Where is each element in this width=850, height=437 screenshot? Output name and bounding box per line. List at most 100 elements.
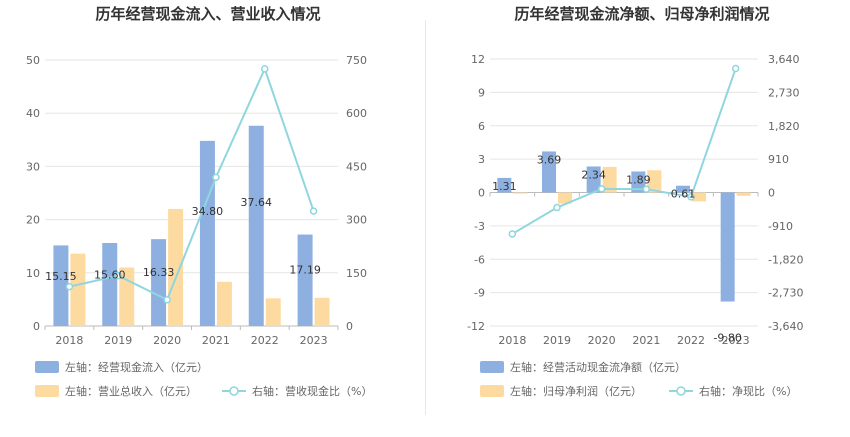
ratio-point bbox=[65, 282, 74, 291]
bar-blue bbox=[102, 243, 118, 326]
bar-data-label: 3.69 bbox=[537, 153, 562, 166]
legend-label: 左轴：经营现金流入（亿元） bbox=[65, 360, 208, 374]
legend-item[interactable]: 左轴：经营活动现金流净额（亿元） bbox=[480, 360, 686, 374]
legend-label: 右轴：净现比（%） bbox=[699, 384, 797, 398]
left-axis-tick: -9 bbox=[474, 287, 485, 300]
ratio-line bbox=[511, 68, 737, 235]
bar-blue bbox=[53, 245, 69, 326]
left-axis-tick: 30 bbox=[26, 160, 40, 173]
bar-blue bbox=[676, 185, 690, 193]
bar-data-label: 0.61 bbox=[671, 188, 696, 201]
legend-swatch bbox=[35, 385, 59, 397]
legend-swatch-dot bbox=[229, 386, 239, 396]
legend-swatch bbox=[35, 361, 59, 373]
bar-blue bbox=[199, 140, 215, 326]
bar-orange bbox=[265, 298, 281, 326]
legend-item[interactable]: 右轴：营收现金比（%） bbox=[222, 384, 372, 398]
left-axis-tick: 0 bbox=[478, 187, 485, 200]
bar-orange bbox=[558, 192, 572, 204]
legend-label: 左轴：归母净利润（亿元） bbox=[510, 384, 642, 398]
left-axis-tick: 6 bbox=[478, 120, 485, 133]
bar-orange bbox=[513, 192, 528, 194]
left-axis-tick: 10 bbox=[26, 267, 40, 280]
chart-title: 历年经营现金流入、营业收入情况 bbox=[95, 5, 320, 23]
x-axis-tick-label: 2018 bbox=[498, 334, 526, 347]
bar-data-label: 15.15 bbox=[45, 270, 77, 283]
bar-orange bbox=[736, 192, 751, 196]
bar-orange bbox=[647, 170, 662, 193]
x-axis-tick-label: 2020 bbox=[153, 334, 181, 347]
legend-item[interactable]: 左轴：经营现金流入（亿元） bbox=[35, 360, 208, 374]
x-axis-tick-label: 2019 bbox=[104, 334, 132, 347]
bar-blue bbox=[542, 151, 556, 193]
cash-inflow-revenue-chart: 历年经营现金流入、营业收入情况 0 10 20 30 40 50 0 150 300 450 600 7… bbox=[26, 5, 372, 398]
bar-orange bbox=[602, 166, 617, 193]
left-axis-tick: 20 bbox=[26, 214, 40, 227]
ratio-point bbox=[309, 207, 318, 215]
legend-swatch bbox=[480, 385, 504, 397]
bar-blue bbox=[151, 239, 167, 326]
left-axis-tick: -6 bbox=[474, 253, 485, 266]
x-axis-tick-label: 2022 bbox=[677, 334, 705, 347]
ratio-point bbox=[163, 296, 171, 304]
legend-item[interactable]: 左轴：归母净利润（亿元） bbox=[480, 384, 642, 398]
bar-data-label: 34.80 bbox=[192, 205, 224, 218]
left-axis-tick: -12 bbox=[467, 320, 485, 333]
legend-swatch-dot bbox=[676, 386, 686, 396]
left-axis-tick: 0 bbox=[33, 320, 40, 333]
bar-orange bbox=[692, 192, 706, 202]
bar-orange bbox=[314, 297, 330, 326]
legend-item[interactable]: 左轴：营业总收入（亿元） bbox=[35, 384, 197, 398]
x-axis-tick-label: 2021 bbox=[632, 334, 660, 347]
bar-blue bbox=[248, 125, 264, 326]
chart-title: 历年经营现金流净额、归母净利润情况 bbox=[514, 5, 769, 23]
left-axis-tick: 9 bbox=[478, 86, 485, 99]
ratio-point bbox=[553, 203, 561, 212]
ratio-line bbox=[69, 66, 315, 302]
bar-data-label: 17.19 bbox=[289, 263, 321, 276]
panel-divider bbox=[425, 20, 426, 415]
ratio-point bbox=[114, 271, 122, 280]
left-axis-tick: 40 bbox=[26, 107, 40, 120]
bar-data-label: 15.60 bbox=[94, 269, 126, 282]
bar-orange bbox=[70, 253, 86, 326]
ratio-point bbox=[508, 230, 517, 238]
left-axis-tick: 3 bbox=[478, 153, 485, 166]
ratio-point bbox=[687, 193, 695, 201]
right-axis-tick: -2,730 bbox=[768, 287, 803, 300]
legend-item[interactable]: 右轴：净现比（%） bbox=[669, 384, 797, 398]
left-axis-tick: 50 bbox=[26, 54, 40, 67]
bar-blue bbox=[497, 177, 512, 193]
legend-label: 左轴：营业总收入（亿元） bbox=[65, 384, 197, 398]
legend-swatch bbox=[480, 361, 504, 373]
right-axis-tick: 300 bbox=[346, 214, 367, 227]
right-axis-tick: 600 bbox=[346, 107, 367, 120]
net-cashflow-profit-chart: 历年经营现金流净额、归母净利润情况 -12 -9 -6 -3 0 3 6 9 12 -3,640 -2… bbox=[467, 5, 803, 398]
right-axis-tick: 910 bbox=[768, 153, 789, 166]
bar-blue bbox=[631, 171, 646, 193]
right-axis-tick: 750 bbox=[346, 54, 367, 67]
right-axis-tick: -1,820 bbox=[768, 253, 803, 266]
x-axis-tick-label: 2023 bbox=[300, 334, 328, 347]
bar-blue bbox=[586, 166, 601, 193]
x-axis-tick-label: 2019 bbox=[543, 334, 571, 347]
x-axis-tick-label: 2023 bbox=[722, 334, 750, 347]
ratio-point bbox=[597, 185, 606, 193]
x-axis-tick-label: 2018 bbox=[55, 334, 83, 347]
left-axis-tick: 12 bbox=[471, 53, 485, 66]
bar-orange bbox=[168, 208, 184, 326]
right-axis-tick: 0 bbox=[346, 320, 353, 333]
x-axis-tick-label: 2022 bbox=[251, 334, 279, 347]
bar-data-label: 37.64 bbox=[241, 196, 273, 209]
legend-label: 左轴：经营活动现金流净额（亿元） bbox=[510, 360, 686, 374]
right-axis-tick: 450 bbox=[346, 160, 367, 173]
right-axis-tick: 2,730 bbox=[768, 86, 800, 99]
right-axis-tick: 1,820 bbox=[768, 120, 800, 133]
right-axis-tick: -3,640 bbox=[768, 320, 803, 333]
ratio-point bbox=[642, 185, 651, 193]
right-axis-tick: 150 bbox=[346, 267, 367, 280]
ratio-point bbox=[731, 64, 740, 73]
right-axis-tick: -910 bbox=[768, 220, 793, 233]
left-axis-tick: -3 bbox=[474, 220, 485, 233]
